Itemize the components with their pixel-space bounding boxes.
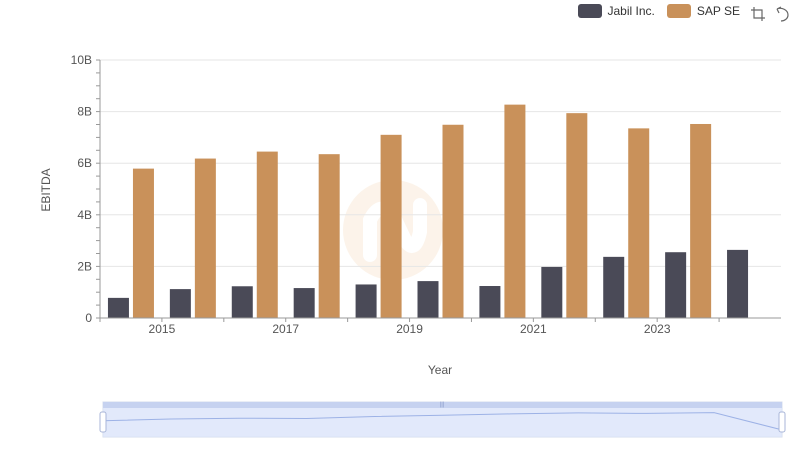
y-tick-label: 0 xyxy=(85,311,92,325)
legend-item-jabil[interactable]: Jabil Inc. xyxy=(577,4,655,18)
y-tick-label: 4B xyxy=(77,208,92,222)
zoom-icon[interactable] xyxy=(750,6,766,22)
bar-jabil-2023[interactable] xyxy=(665,252,687,318)
y-tick-label: 10B xyxy=(71,53,92,67)
datazoom-slider[interactable]: ||| xyxy=(99,401,786,438)
slider-grip-icon[interactable]: ||| xyxy=(440,402,445,408)
legend-swatch-sap xyxy=(666,4,691,18)
toolbox xyxy=(750,6,790,22)
bar-jabil-2020[interactable] xyxy=(479,286,501,318)
bar-sap-2018[interactable] xyxy=(380,134,402,318)
bar-jabil-2024[interactable] xyxy=(727,249,749,318)
x-tick-label: 2023 xyxy=(644,322,671,336)
x-axis-title: Year xyxy=(428,363,452,377)
bar-jabil-2017[interactable] xyxy=(293,288,315,318)
bar-sap-2017[interactable] xyxy=(318,154,340,318)
bar-sap-2019[interactable] xyxy=(442,124,464,319)
restore-icon[interactable] xyxy=(774,6,790,22)
bar-jabil-2022[interactable] xyxy=(603,256,625,318)
x-tick-label: 2015 xyxy=(149,322,176,336)
bar-sap-2020[interactable] xyxy=(504,104,526,318)
bar-jabil-2015[interactable] xyxy=(169,289,191,318)
bar-sap-2014[interactable] xyxy=(132,168,154,318)
slider-preview-line xyxy=(102,412,783,431)
x-tick-label: 2021 xyxy=(520,322,547,336)
bar-sap-2022[interactable] xyxy=(628,128,650,318)
legend-swatch-jabil xyxy=(577,4,602,18)
y-tick-label: 8B xyxy=(77,105,92,119)
bar-sap-2023[interactable] xyxy=(690,123,712,318)
x-tick-label: 2019 xyxy=(396,322,423,336)
bar-sap-2021[interactable] xyxy=(566,113,588,318)
slider-handle-left[interactable] xyxy=(99,411,107,433)
y-axis-title: EBITDA xyxy=(39,168,53,211)
y-tick-label: 2B xyxy=(77,259,92,273)
slider-handle-right[interactable] xyxy=(778,411,786,433)
x-tick-label: 2017 xyxy=(272,322,299,336)
bar-jabil-2018[interactable] xyxy=(355,284,377,318)
bar-jabil-2019[interactable] xyxy=(417,281,439,318)
bar-sap-2015[interactable] xyxy=(194,158,216,318)
y-tick-label: 6B xyxy=(77,156,92,170)
legend-item-sap[interactable]: SAP SE xyxy=(666,4,740,18)
bar-sap-2016[interactable] xyxy=(256,151,278,318)
legend: Jabil Inc. SAP SE xyxy=(577,4,740,18)
bar-jabil-2014[interactable] xyxy=(107,297,129,318)
slider-top-bar[interactable] xyxy=(103,402,782,408)
bar-jabil-2016[interactable] xyxy=(231,286,253,318)
legend-label-jabil: Jabil Inc. xyxy=(607,4,655,18)
slider-selection[interactable] xyxy=(103,408,782,437)
bar-jabil-2021[interactable] xyxy=(541,266,563,318)
legend-label-sap: SAP SE xyxy=(696,4,740,18)
